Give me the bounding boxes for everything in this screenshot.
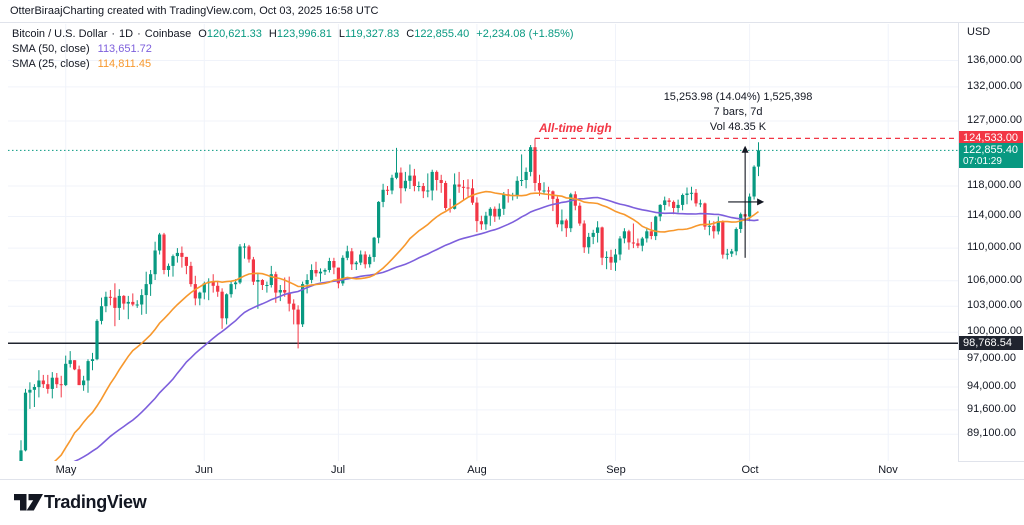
candle-series[interactable] bbox=[19, 138, 761, 495]
current-price-value: 122,855.40 bbox=[963, 144, 1019, 156]
close-value: 122,855.40 bbox=[414, 28, 470, 40]
pane-top-border bbox=[0, 22, 1024, 23]
price-axis-label: 97,000.00 bbox=[967, 352, 1016, 364]
time-axis-label-jul: Jul bbox=[330, 464, 346, 476]
header-bar: OtterBiraajCharting created with Trading… bbox=[0, 0, 1024, 22]
all-time-high-label: All-time high bbox=[539, 121, 612, 135]
sma50-row[interactable]: SMA (50, close) 113,651.72 bbox=[12, 42, 574, 57]
separator-dot: · bbox=[111, 28, 116, 40]
bar-countdown: 07:01:29 bbox=[963, 156, 1002, 167]
current-price-badge: 122,855.40 07:01:29 bbox=[959, 143, 1023, 168]
measure-price-change: 15,253.98 (14.04%) 1,525,398 bbox=[663, 91, 813, 103]
time-axis-label-nov: Nov bbox=[878, 464, 898, 476]
hline-price-badge: 98,768.54 bbox=[959, 336, 1023, 350]
low-key: L bbox=[338, 28, 346, 40]
time-axis-label-aug: Aug bbox=[467, 464, 487, 476]
interval-label[interactable]: 1D bbox=[119, 28, 134, 40]
time-axis-label-jun: Jun bbox=[195, 464, 213, 476]
time-axis-label-oct: Oct bbox=[741, 464, 759, 476]
tradingview-logo-icon[interactable] bbox=[14, 494, 44, 513]
change-value: +2,234.08 (+1.85%) bbox=[476, 28, 574, 40]
price-axis-label: 118,000.00 bbox=[967, 179, 1022, 191]
measure-volume: Vol 48.35 K bbox=[709, 121, 767, 133]
sma50-line bbox=[73, 196, 759, 461]
price-axis-label: 114,000.00 bbox=[967, 209, 1022, 221]
price-axis-label: 132,000.00 bbox=[967, 80, 1023, 92]
measure-bar-count: 7 bars, 7d bbox=[713, 106, 763, 118]
measure-annotation: 15,253.98 (14.04%) 1,525,398 7 bars, 7d … bbox=[623, 90, 853, 135]
chart-legend[interactable]: Bitcoin / U.S. Dollar · 1D · Coinbase O120,62… bbox=[12, 27, 574, 72]
separator-dot: · bbox=[137, 28, 141, 40]
sma50-label[interactable]: SMA (50, close) bbox=[12, 43, 90, 55]
high-value: 123,996.81 bbox=[276, 28, 332, 40]
open-key: O bbox=[198, 28, 207, 40]
tradingview-brand-text[interactable]: TradingView bbox=[44, 492, 147, 512]
price-axis-label: 106,000.00 bbox=[967, 274, 1023, 286]
symbol-row[interactable]: Bitcoin / U.S. Dollar · 1D · Coinbase O120,62… bbox=[12, 27, 574, 42]
open-value: 120,621.33 bbox=[206, 28, 262, 40]
ath-price-badge: 124,533.00 bbox=[959, 131, 1023, 145]
price-axis-unit: USD bbox=[967, 26, 991, 38]
price-axis-separator bbox=[958, 22, 959, 461]
time-axis-label-sep: Sep bbox=[606, 464, 626, 476]
footer-brand-bar: TradingView bbox=[0, 479, 1024, 525]
low-value: 119,327.83 bbox=[345, 28, 400, 40]
sma25-row[interactable]: SMA (25, close) 114,811.45 bbox=[12, 57, 574, 72]
price-axis-label: 110,000.00 bbox=[967, 241, 1022, 253]
sma50-value: 113,651.72 bbox=[97, 43, 152, 55]
time-axis-label-may: May bbox=[55, 464, 77, 476]
time-axis[interactable]: May Jun Jul Aug Sep Oct Nov bbox=[0, 461, 958, 479]
price-axis-label: 103,000.00 bbox=[967, 299, 1023, 311]
price-axis-label: 94,000.00 bbox=[967, 380, 1016, 392]
sma25-label[interactable]: SMA (25, close) bbox=[12, 58, 90, 70]
symbol-name[interactable]: Bitcoin / U.S. Dollar bbox=[12, 28, 108, 40]
exchange-label[interactable]: Coinbase bbox=[144, 28, 192, 40]
high-key: H bbox=[268, 28, 277, 40]
measure-arrows[interactable] bbox=[728, 145, 765, 258]
close-key: C bbox=[406, 28, 415, 40]
price-axis[interactable]: USD 124,533.00 122,855.40 07:01:29 98,76… bbox=[959, 22, 1024, 461]
price-axis-label: 89,100.00 bbox=[967, 427, 1016, 439]
price-axis-label: 127,000.00 bbox=[967, 114, 1023, 126]
price-axis-label: 100,000.00 bbox=[967, 325, 1023, 337]
sma25-line bbox=[53, 190, 759, 461]
price-axis-label: 136,000.00 bbox=[967, 54, 1023, 66]
price-axis-label: 91,600.00 bbox=[967, 403, 1016, 415]
sma25-value: 114,811.45 bbox=[97, 58, 152, 70]
attribution-text: OtterBiraajCharting created with Trading… bbox=[10, 5, 379, 17]
